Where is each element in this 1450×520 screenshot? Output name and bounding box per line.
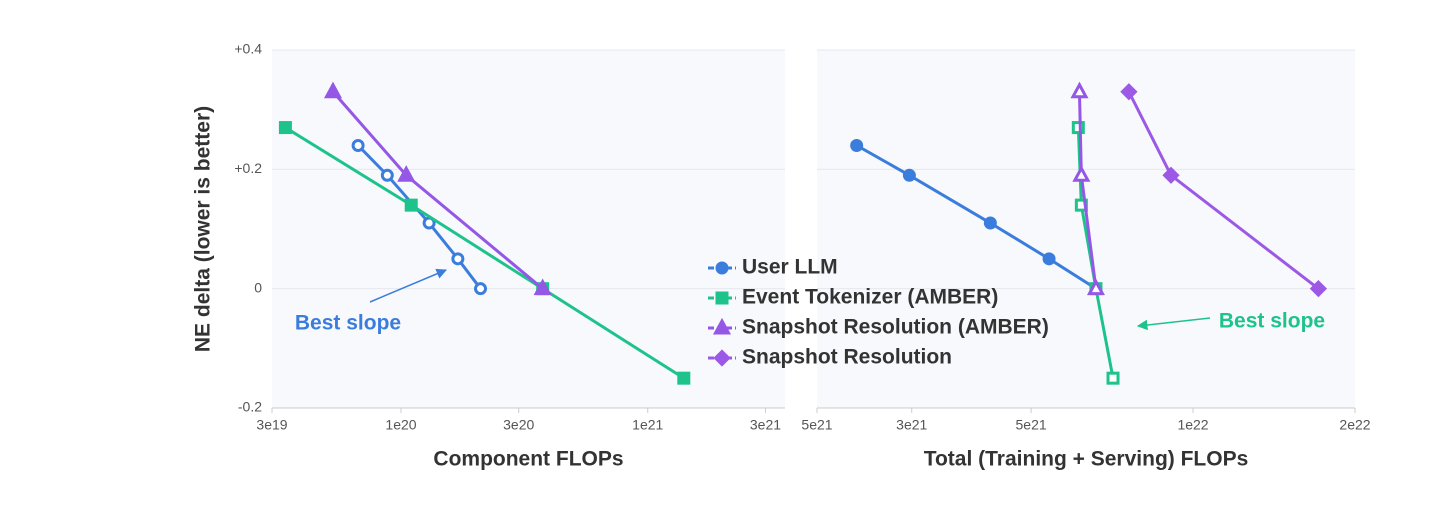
point — [902, 168, 916, 182]
point — [533, 278, 552, 296]
y-tick-label: 0 — [254, 279, 262, 295]
legend-label: Snapshot Resolution — [742, 346, 952, 369]
point — [713, 349, 731, 367]
point — [380, 168, 394, 182]
point — [451, 252, 465, 266]
point — [1071, 121, 1085, 135]
point — [351, 138, 365, 152]
x-tick-label: 3e19 — [256, 417, 287, 433]
y-tick-label: +0.2 — [234, 160, 262, 176]
annotation: Best slope — [1219, 310, 1325, 333]
point — [278, 121, 292, 135]
x-tick-label: 5e21 — [801, 417, 832, 433]
point — [1162, 166, 1180, 184]
x-tick-label: 1e20 — [385, 417, 416, 433]
point — [397, 165, 416, 182]
y-axis-label: NE delta (lower is better) — [192, 106, 215, 352]
point — [1086, 278, 1105, 296]
x-tick-label: 3e21 — [896, 417, 927, 433]
point — [715, 291, 729, 305]
point — [983, 216, 997, 230]
x-axis-label: Component FLOPs — [433, 448, 623, 471]
point — [1106, 371, 1120, 385]
x-axis-label: Total (Training + Serving) FLOPs — [924, 448, 1249, 471]
annotation: Best slope — [295, 312, 401, 335]
point — [323, 81, 342, 99]
x-tick-label: 3e20 — [503, 417, 534, 433]
point — [715, 261, 729, 275]
plot-area — [272, 50, 785, 408]
legend-label: User LLM — [742, 256, 838, 279]
point — [1042, 252, 1056, 266]
series-line — [284, 126, 685, 380]
legend-label: Event Tokenizer (AMBER) — [742, 286, 998, 309]
point — [1309, 280, 1328, 298]
y-tick-label: +0.4 — [234, 41, 262, 57]
annotation-arrow — [369, 268, 447, 303]
x-tick-label: 5e21 — [1016, 417, 1047, 433]
point — [474, 282, 488, 296]
point — [1120, 83, 1138, 101]
point — [850, 138, 864, 152]
x-tick-label: 2e22 — [1339, 417, 1370, 433]
point — [1070, 81, 1089, 99]
point — [712, 317, 732, 335]
point — [1072, 165, 1091, 182]
legend-label: Snapshot Resolution (AMBER) — [742, 316, 1049, 339]
y-tick-label: -0.2 — [238, 399, 262, 415]
annotation-arrow — [1136, 317, 1211, 331]
x-tick-label: 1e22 — [1177, 417, 1208, 433]
point — [677, 371, 691, 385]
x-tick-label: 3e21 — [750, 417, 781, 433]
x-tick-label: 1e21 — [632, 417, 663, 433]
point — [404, 198, 418, 212]
